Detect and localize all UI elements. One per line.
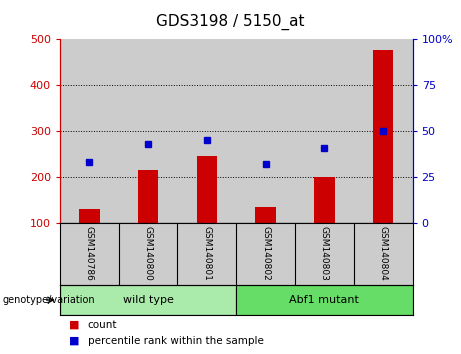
Text: ■: ■ (69, 320, 80, 330)
Bar (79, 209, 100, 223)
Text: GSM140800: GSM140800 (143, 226, 153, 281)
Bar (255, 207, 276, 223)
Text: percentile rank within the sample: percentile rank within the sample (88, 336, 264, 346)
Text: GSM140802: GSM140802 (261, 226, 270, 281)
Text: GSM140803: GSM140803 (320, 226, 329, 281)
Text: wild type: wild type (123, 295, 173, 305)
Text: GSM140786: GSM140786 (85, 226, 94, 281)
Text: count: count (88, 320, 117, 330)
Text: Abf1 mutant: Abf1 mutant (290, 295, 360, 305)
Text: GDS3198 / 5150_at: GDS3198 / 5150_at (156, 14, 305, 30)
Bar (138, 170, 159, 223)
Bar (314, 177, 335, 223)
Bar (177, 39, 236, 223)
Bar (236, 39, 295, 223)
Bar (354, 39, 413, 223)
Bar (373, 50, 394, 223)
Text: ■: ■ (69, 336, 80, 346)
Text: GSM140801: GSM140801 (202, 226, 212, 281)
Bar (118, 39, 177, 223)
Bar (60, 285, 236, 315)
Bar (236, 285, 413, 315)
Bar (196, 156, 217, 223)
Text: GSM140804: GSM140804 (378, 226, 388, 281)
Text: genotype/variation: genotype/variation (2, 295, 95, 305)
Bar (60, 39, 118, 223)
Bar (295, 39, 354, 223)
